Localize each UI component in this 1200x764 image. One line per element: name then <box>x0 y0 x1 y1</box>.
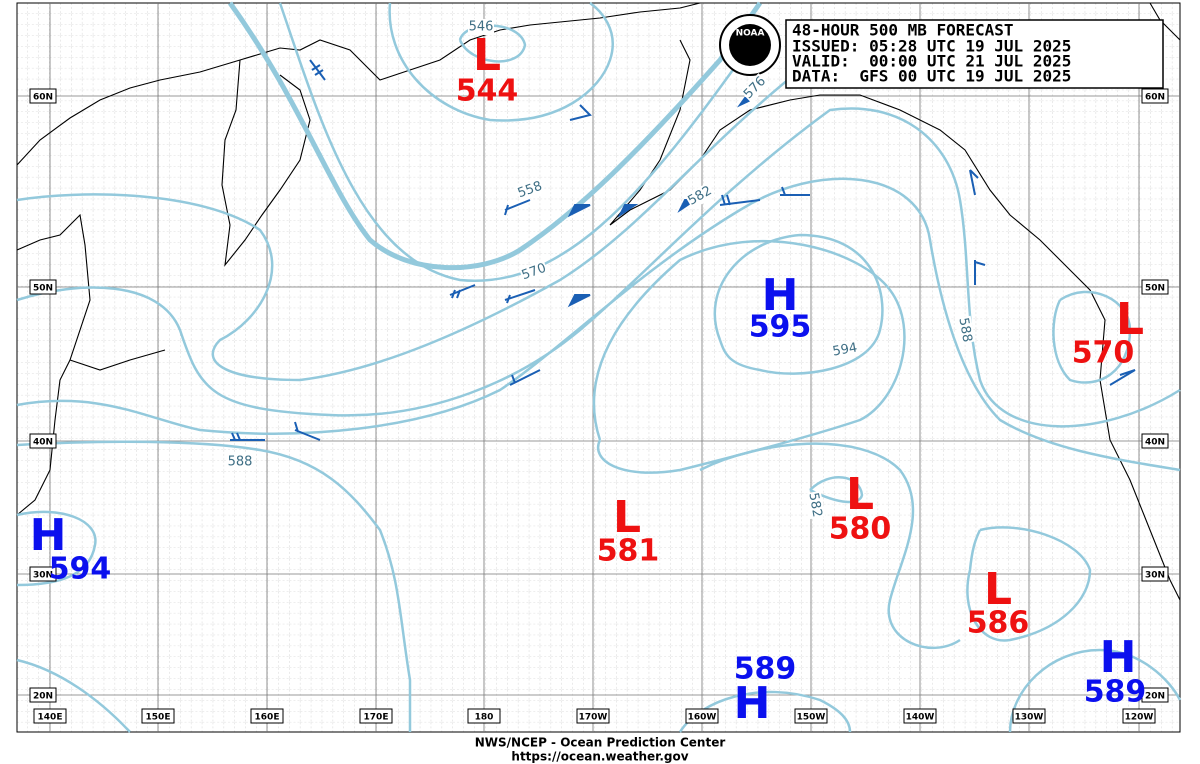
center-value: 580 <box>829 512 892 547</box>
tick-label: 40N <box>33 438 53 448</box>
center-letter: L <box>846 469 874 520</box>
contour-label-bg <box>515 178 545 202</box>
tick-label: 150E <box>146 713 171 723</box>
tick-label: 140E <box>38 713 63 723</box>
tick-label: 160W <box>688 713 717 723</box>
center-letter: H <box>30 510 67 561</box>
center-value: 589 <box>1084 675 1147 710</box>
tick-box <box>359 708 393 724</box>
contour-label-bg <box>740 73 770 103</box>
tick-box <box>1141 566 1169 582</box>
tick-label: 20N <box>33 692 53 702</box>
center-value: 544 <box>456 74 519 109</box>
center-value: 586 <box>967 606 1030 641</box>
tick-box <box>29 687 57 703</box>
tick-box <box>1141 433 1169 449</box>
tick-box <box>903 708 937 724</box>
noaa-logo: NOAA <box>719 14 781 76</box>
tick-label: 60N <box>1145 93 1165 103</box>
tick-label: 130W <box>1015 713 1044 723</box>
tick-label: 50N <box>33 284 53 294</box>
tick-box <box>1141 687 1169 703</box>
footer-line: NWS/NCEP - Ocean Prediction Center <box>475 736 726 750</box>
center-letter: H <box>734 678 771 729</box>
tick-label: 20N <box>1145 692 1165 702</box>
tick-box <box>1141 88 1169 104</box>
header-line: 48-HOUR 500 MB FORECAST <box>792 21 1014 40</box>
header-line: VALID: 00:00 UTC 21 JUL 2025 <box>792 52 1071 71</box>
center-value: 595 <box>749 310 812 345</box>
tick-label: 50N <box>1145 284 1165 294</box>
contour-label-bg <box>684 182 716 210</box>
header-line: ISSUED: 05:28 UTC 19 JUL 2025 <box>792 37 1071 56</box>
center-value: 594 <box>49 552 112 587</box>
tick-box <box>29 433 57 449</box>
tick-label: 30N <box>1145 571 1165 581</box>
contour-label: 582 <box>805 491 824 518</box>
tick-box <box>1012 708 1046 724</box>
tick-label: 160E <box>255 713 280 723</box>
center-letter: L <box>613 492 641 543</box>
tick-box <box>29 279 57 295</box>
header-box <box>785 19 1164 89</box>
center-letter: H <box>1100 632 1137 683</box>
tick-box <box>33 708 67 724</box>
tick-label: 140W <box>906 713 935 723</box>
tick-box <box>29 88 57 104</box>
contour-label: 594 <box>831 340 858 359</box>
tick-label: 170W <box>579 713 608 723</box>
header-line: DATA: GFS 00 UTC 19 JUL 2025 <box>792 67 1071 86</box>
footer-line: https://ocean.weather.gov <box>511 750 688 764</box>
grid <box>17 3 1180 732</box>
center-value: 570 <box>1072 336 1135 371</box>
contour-label-bg <box>468 19 494 35</box>
tick-label: 180 <box>475 713 494 723</box>
contour-label: 588 <box>955 316 974 343</box>
tick-box <box>1122 708 1156 724</box>
contour-label-bg <box>830 339 860 361</box>
contour-label: 588 <box>228 455 253 470</box>
tick-box <box>576 708 610 724</box>
tick-label: 40N <box>1145 438 1165 448</box>
tick-label: 120W <box>1125 713 1154 723</box>
tick-box <box>685 708 719 724</box>
contour-label-bg <box>804 490 826 520</box>
contour-label-bg <box>954 315 976 345</box>
contour-label: 546 <box>469 20 494 35</box>
tick-label: 150W <box>797 713 826 723</box>
tick-box <box>141 708 175 724</box>
center-letter: H <box>762 270 799 321</box>
tick-label: 60N <box>33 93 53 103</box>
center-letter: L <box>1116 294 1144 345</box>
tick-label: 30N <box>33 571 53 581</box>
contour-label-bg <box>519 260 549 284</box>
contours <box>16 1 1182 733</box>
center-value: 589 <box>734 652 797 687</box>
tick-box <box>467 708 501 724</box>
center-value: 581 <box>597 534 660 569</box>
tick-box <box>1141 279 1169 295</box>
tick-box <box>794 708 828 724</box>
center-letter: L <box>984 564 1012 615</box>
contour-label-bg <box>227 454 253 470</box>
tick-box <box>29 566 57 582</box>
tick-box <box>250 708 284 724</box>
center-letter: L <box>473 30 501 81</box>
svg-text:NOAA: NOAA <box>736 29 765 39</box>
tick-label: 170E <box>364 713 389 723</box>
